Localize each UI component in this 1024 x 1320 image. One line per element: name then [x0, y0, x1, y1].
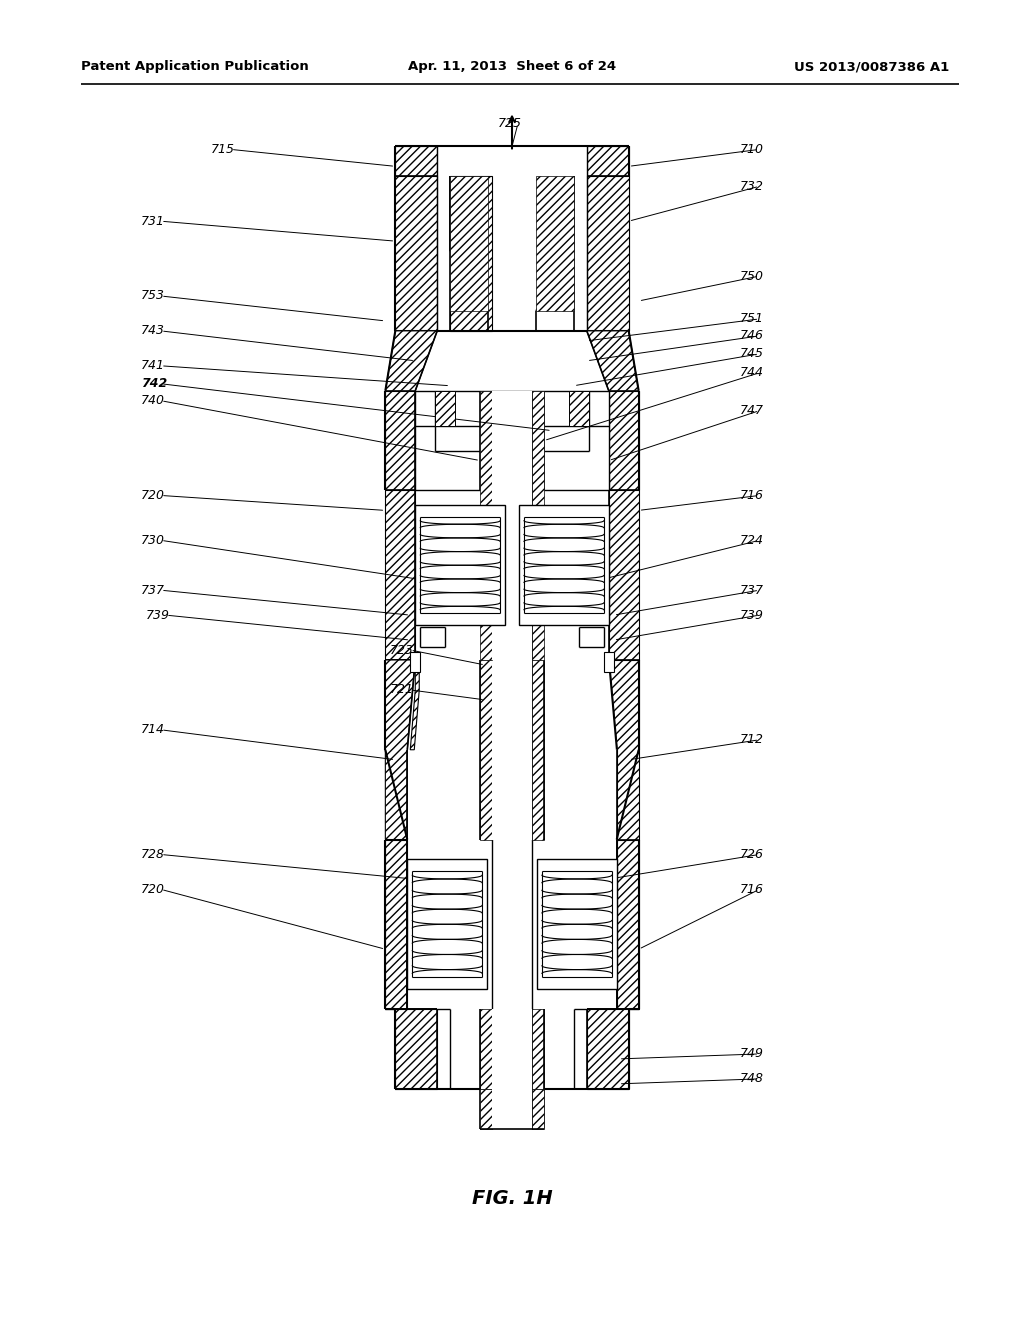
Bar: [608, 391, 639, 491]
Bar: [587, 177, 629, 331]
Polygon shape: [451, 177, 573, 331]
Text: 724: 724: [739, 533, 763, 546]
Bar: [587, 147, 629, 177]
Text: US 2013/0087386 A1: US 2013/0087386 A1: [794, 61, 949, 73]
Text: 732: 732: [739, 180, 763, 193]
Bar: [531, 1008, 544, 1089]
Bar: [608, 491, 639, 660]
Text: 740: 740: [141, 395, 165, 407]
Text: Apr. 11, 2013  Sheet 6 of 24: Apr. 11, 2013 Sheet 6 of 24: [408, 61, 616, 73]
Bar: [493, 391, 531, 491]
Text: 751: 751: [739, 313, 763, 326]
Bar: [493, 1089, 531, 1129]
Bar: [385, 840, 408, 1008]
Bar: [395, 147, 437, 177]
Bar: [451, 177, 493, 331]
Bar: [437, 147, 587, 177]
Bar: [587, 1008, 629, 1089]
Bar: [480, 1089, 493, 1129]
Bar: [395, 1008, 437, 1089]
Text: 748: 748: [739, 1072, 763, 1085]
Bar: [385, 391, 416, 491]
Bar: [493, 660, 531, 840]
Bar: [480, 391, 504, 491]
Bar: [537, 859, 616, 989]
Text: 726: 726: [739, 847, 763, 861]
Text: 725: 725: [498, 117, 522, 129]
Bar: [493, 1008, 531, 1089]
Text: 737: 737: [739, 583, 763, 597]
Text: 723: 723: [390, 644, 415, 656]
Text: Patent Application Publication: Patent Application Publication: [81, 61, 309, 73]
Bar: [385, 491, 416, 660]
Text: 741: 741: [141, 359, 165, 372]
Bar: [519, 506, 608, 626]
Text: 712: 712: [739, 734, 763, 746]
Text: 730: 730: [141, 533, 165, 546]
Text: 721: 721: [390, 684, 415, 697]
Text: 737: 737: [141, 583, 165, 597]
Bar: [480, 391, 493, 660]
Bar: [569, 391, 589, 425]
Text: 745: 745: [739, 347, 763, 360]
Text: 716: 716: [739, 488, 763, 502]
Polygon shape: [385, 660, 416, 840]
Bar: [451, 177, 488, 312]
Text: 714: 714: [141, 723, 165, 737]
Bar: [408, 859, 487, 989]
Bar: [411, 652, 420, 672]
Text: 728: 728: [141, 847, 165, 861]
Text: 739: 739: [739, 609, 763, 622]
Polygon shape: [587, 331, 639, 391]
Text: 749: 749: [739, 1048, 763, 1060]
Bar: [531, 660, 544, 840]
Bar: [531, 391, 544, 491]
Polygon shape: [608, 660, 639, 840]
Text: 750: 750: [739, 269, 763, 282]
Text: 742: 742: [141, 378, 167, 391]
Text: FIG. 1H: FIG. 1H: [472, 1189, 552, 1208]
Bar: [616, 840, 639, 1008]
Bar: [604, 652, 613, 672]
Polygon shape: [385, 331, 437, 391]
Bar: [480, 1008, 493, 1089]
Bar: [416, 391, 608, 491]
Bar: [531, 1089, 544, 1129]
Text: 731: 731: [141, 215, 165, 227]
Bar: [435, 391, 455, 425]
Text: 739: 739: [146, 609, 170, 622]
Text: 715: 715: [211, 143, 234, 156]
Text: 744: 744: [739, 366, 763, 379]
Text: 720: 720: [141, 883, 165, 896]
Bar: [480, 660, 493, 840]
Bar: [536, 177, 573, 312]
Text: 720: 720: [141, 488, 165, 502]
Polygon shape: [385, 660, 419, 750]
Text: 710: 710: [739, 143, 763, 156]
Bar: [531, 391, 544, 660]
Bar: [395, 177, 437, 331]
Bar: [416, 506, 505, 626]
Text: 743: 743: [141, 325, 165, 338]
Text: 716: 716: [739, 883, 763, 896]
Bar: [493, 391, 531, 660]
Text: 746: 746: [739, 330, 763, 342]
Text: 753: 753: [141, 289, 165, 302]
Text: 747: 747: [739, 404, 763, 417]
